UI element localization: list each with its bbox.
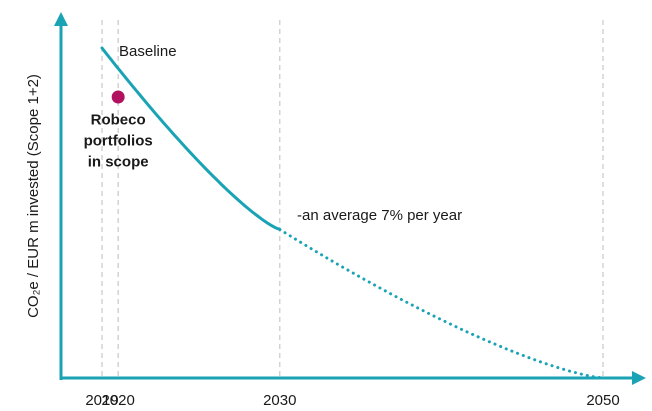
point-label-line-1: Robeco <box>91 112 146 129</box>
series <box>100 46 605 380</box>
x-tick-2050: 2050 <box>586 392 619 409</box>
axes <box>54 12 646 385</box>
y-axis-arrow <box>54 12 68 26</box>
x-axis-arrow <box>632 371 646 385</box>
projection-line <box>278 228 605 380</box>
y-axis-label: CO₂e / EUR m invested (Scope 1+2) <box>25 74 42 318</box>
x-tick-2020: 2020 <box>101 392 134 409</box>
baseline-label: Baseline <box>119 43 177 60</box>
point-label-line-2: portfolios <box>84 133 153 150</box>
points: Robeco portfolios in scope <box>84 90 153 171</box>
gridlines <box>101 20 604 376</box>
x-tick-2030: 2030 <box>263 392 296 409</box>
x-tick-2019: 2019 <box>85 392 118 409</box>
baseline-line <box>100 46 282 231</box>
rate-annotation: -an average 7% per year <box>297 207 462 224</box>
point-label-line-3: in scope <box>88 154 149 171</box>
robeco-portfolio-point <box>111 90 125 104</box>
